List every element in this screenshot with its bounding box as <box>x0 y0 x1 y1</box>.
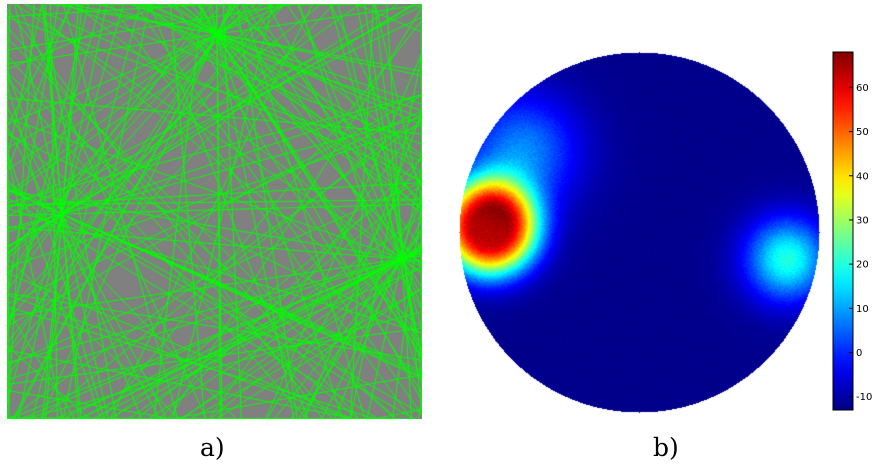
colorbar-tick-label: -10 <box>856 392 872 403</box>
colorbar-tick-label: 20 <box>856 260 869 271</box>
colorbar-tick-label: 0 <box>856 348 862 359</box>
colorbar-tick-label: 40 <box>856 171 869 182</box>
colorbar: -10 0 10 20 30 40 50 60 <box>832 51 872 411</box>
caption-b: b) <box>653 433 679 462</box>
panel-a-line-field <box>7 4 422 419</box>
colorbar-tick-label: 10 <box>856 304 869 315</box>
caption-a: a) <box>200 433 225 462</box>
colorbar-tick-label: 50 <box>856 127 869 138</box>
colorbar-gradient <box>832 51 854 411</box>
colorbar-tick-label: 30 <box>856 215 869 226</box>
colorbar-tick-label: 60 <box>856 83 869 94</box>
panel-b-heatmap <box>455 48 823 416</box>
colorbar-ticks: -10 0 10 20 30 40 50 60 <box>849 83 872 403</box>
